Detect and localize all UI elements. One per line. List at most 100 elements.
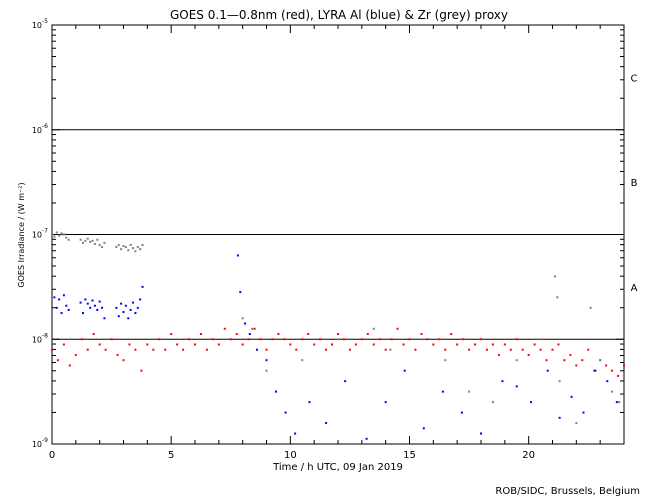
lyra-al-proxy-point: [96, 308, 99, 311]
lyra-zr-proxy-point: [51, 233, 53, 236]
lyra-al-proxy-point: [441, 390, 444, 393]
goes-0-1-0-8nm-point: [354, 343, 357, 346]
goes-0-1-0-8nm-point: [319, 338, 322, 341]
goes-0-1-0-8nm-point: [307, 333, 310, 336]
goes-0-1-0-8nm-point: [182, 348, 185, 351]
lyra-al-proxy-point: [515, 385, 518, 388]
goes-0-1-0-8nm-point: [468, 348, 471, 351]
goes-0-1-0-8nm-point: [384, 348, 387, 351]
lyra-zr-proxy-point: [337, 338, 339, 341]
lyra-al-proxy-point: [244, 322, 247, 325]
goes-0-1-0-8nm-point: [194, 343, 196, 346]
lyra-zr-proxy-point: [515, 359, 518, 362]
goes-0-1-0-8nm-point: [366, 333, 369, 336]
goes-0-1-0-8nm-point: [617, 374, 620, 377]
lyra-zr-proxy-point: [468, 390, 471, 393]
lyra-zr-proxy-point: [127, 249, 130, 252]
goes-0-1-0-8nm-point: [253, 327, 256, 330]
lyra-zr-proxy-point: [444, 359, 447, 362]
goes-0-1-0-8nm-point: [199, 333, 202, 336]
goes-0-1-0-8nm-point: [51, 348, 53, 351]
goes-0-1-0-8nm-point: [456, 343, 459, 346]
goes-0-1-0-8nm-point: [301, 338, 304, 341]
goes-0-1-0-8nm-point: [444, 348, 447, 351]
lyra-al-proxy-point: [141, 285, 144, 288]
lyra-zr-proxy-point: [251, 327, 254, 330]
y-tick-label: 10-6: [32, 123, 48, 135]
lyra-zr-proxy-point: [136, 246, 139, 249]
goes-0-1-0-8nm-point: [80, 338, 83, 341]
goes-0-1-0-8nm-point: [313, 343, 316, 346]
lyra-zr-proxy-point: [67, 238, 70, 241]
lyra-al-proxy-point: [60, 312, 63, 315]
lyra-al-proxy-point: [124, 304, 127, 307]
goes-0-1-0-8nm-point: [557, 343, 560, 346]
y-tick-base: 10: [32, 21, 42, 30]
x-tick-label: 10: [284, 450, 297, 461]
x-tick-label: 15: [403, 450, 416, 461]
lyra-zr-proxy-point: [558, 380, 561, 383]
lyra-zr-proxy-point: [553, 275, 556, 278]
goes-0-1-0-8nm-point: [539, 348, 542, 351]
lyra-zr-proxy-point: [62, 233, 65, 236]
goes-0-1-0-8nm-point: [462, 338, 465, 341]
y-tick-base: 10: [32, 440, 42, 449]
goes-0-1-0-8nm-point: [241, 343, 244, 346]
goes-0-1-0-8nm-point: [396, 327, 399, 330]
lyra-al-proxy-point: [84, 298, 87, 301]
lyra-zr-proxy-point: [139, 248, 142, 251]
goes-0-1-0-8nm-point: [134, 348, 137, 351]
lyra-zr-proxy-point: [491, 401, 494, 404]
goes-0-1-0-8nm-point: [229, 338, 232, 341]
goes-0-1-0-8nm-point: [611, 369, 614, 372]
lyra-zr-proxy-point: [55, 231, 58, 234]
goes-0-1-0-8nm-point: [360, 338, 363, 341]
lyra-al-proxy-point: [344, 380, 347, 383]
goes-0-1-0-8nm-point: [176, 343, 179, 346]
goes-0-1-0-8nm-point: [259, 338, 262, 341]
goes-0-1-0-8nm-point: [235, 333, 238, 336]
lyra-zr-proxy-point: [58, 234, 61, 237]
goes-0-1-0-8nm-point: [289, 343, 292, 346]
goes-0-1-0-8nm-point: [325, 348, 328, 351]
lyra-al-proxy-point: [403, 369, 406, 372]
lyra-al-proxy-point: [93, 304, 96, 307]
lyra-zr-proxy-point: [611, 390, 614, 393]
lyra-zr-proxy-point: [301, 359, 304, 362]
lyra-zr-proxy-point: [120, 248, 123, 251]
x-tick-label: 5: [168, 450, 174, 461]
goes-0-1-0-8nm-point: [497, 353, 500, 356]
goes-0-1-0-8nm-point: [402, 343, 405, 346]
goes-0-1-0-8nm-point: [450, 333, 453, 336]
lyra-al-proxy-point: [122, 311, 125, 314]
goes-0-1-0-8nm-point: [128, 343, 131, 346]
lyra-zr-proxy-point: [589, 306, 592, 309]
goes-0-1-0-8nm-point: [188, 338, 191, 341]
goes-0-1-0-8nm-point: [390, 338, 393, 341]
lyra-al-proxy-point: [265, 359, 268, 362]
x-tick-label: 20: [522, 450, 535, 461]
lyra-al-proxy-point: [615, 401, 618, 404]
goes-0-1-0-8nm-point: [110, 338, 113, 341]
goes-0-1-0-8nm-point: [217, 343, 220, 346]
goes-0-1-0-8nm-point: [420, 333, 423, 336]
goes-0-1-0-8nm-point: [605, 364, 608, 367]
goes-0-1-0-8nm-point: [551, 348, 554, 351]
goes-0-1-0-8nm-point: [378, 338, 381, 341]
x-axis-label: Time / h UTC, 09 Jan 2019: [272, 462, 403, 473]
lyra-zr-proxy-point: [103, 241, 106, 244]
chart-title: GOES 0.1—0.8nm (red), LYRA Al (blue) & Z…: [170, 8, 508, 22]
x-tick-label: 0: [49, 450, 55, 461]
lyra-zr-proxy-point: [117, 243, 120, 246]
lyra-al-proxy-point: [98, 300, 101, 303]
lyra-zr-proxy-point: [618, 401, 621, 404]
lyra-al-proxy-point: [132, 301, 135, 304]
lyra-zr-proxy-point: [575, 422, 578, 425]
lyra-zr-proxy-point: [389, 348, 392, 351]
lyra-zr-proxy-point: [86, 237, 89, 240]
lyra-al-proxy-point: [81, 312, 84, 315]
lyra-al-proxy-point: [294, 432, 297, 435]
goes-0-1-0-8nm-point: [331, 343, 334, 346]
goes-0-1-0-8nm-point: [104, 348, 107, 351]
goes-0-1-0-8nm-point: [146, 343, 149, 346]
